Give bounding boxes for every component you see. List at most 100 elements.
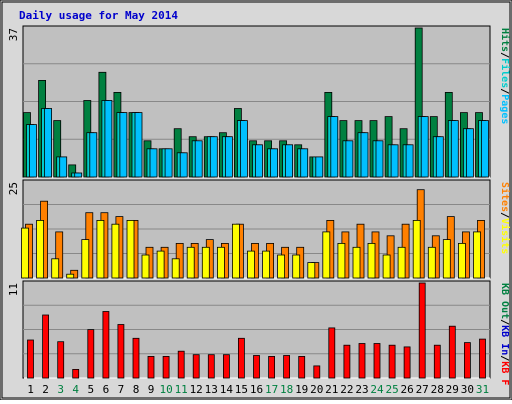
bar-kb-f-3 <box>57 341 65 379</box>
legend-separator: / <box>499 52 510 58</box>
x-tick-label: 10 <box>159 383 172 396</box>
bar-visits-7 <box>111 223 120 279</box>
bar-pages-23 <box>360 132 369 178</box>
bar-pages-11 <box>179 152 188 178</box>
x-tick-label: 13 <box>205 383 218 396</box>
bar-visits-20 <box>307 262 316 279</box>
x-tick-label: 11 <box>175 383 188 396</box>
bar-kb-f-10 <box>162 355 170 379</box>
bar-kb-f-7 <box>117 324 125 379</box>
x-tick-label: 24 <box>370 383 384 396</box>
bar-visits-14 <box>216 246 225 279</box>
legend-separator: / <box>499 319 510 325</box>
bar-pages-4 <box>74 172 83 178</box>
bar-pages-16 <box>255 144 263 178</box>
bar-visits-10 <box>156 250 165 279</box>
bar-visits-30 <box>457 242 466 279</box>
bar-kb-f-11 <box>177 350 185 379</box>
legend: Hits/Files/Pages <box>499 28 511 124</box>
bar-pages-15 <box>239 120 248 178</box>
bar-visits-4 <box>66 273 75 279</box>
x-tick-label: 3 <box>57 383 64 396</box>
chart-panel-3: 11 KB Out/KB In/KB F <box>7 280 510 385</box>
legend-entry: KB In <box>499 325 510 355</box>
bar-kb-f-12 <box>192 354 200 379</box>
x-tick-label: 23 <box>355 383 368 396</box>
chart-panel-2: 25 Sites/Visits <box>7 179 511 279</box>
legend-separator: / <box>499 88 510 94</box>
bar-visits-27 <box>412 219 421 279</box>
legend-entry: Sites <box>499 182 511 212</box>
x-tick-label: 21 <box>325 383 338 396</box>
x-tick-label: 6 <box>103 383 110 396</box>
bar-visits-19 <box>292 254 301 279</box>
bar-kb-f-30 <box>463 342 471 379</box>
bar-pages-7 <box>119 112 128 178</box>
legend-entry: Hits <box>499 28 511 52</box>
x-tick-label: 19 <box>295 383 308 396</box>
legend-entry: Files <box>499 58 511 88</box>
bar-visits-31 <box>473 231 481 279</box>
bar-pages-14 <box>224 136 233 178</box>
x-tick-label: 8 <box>133 383 140 396</box>
x-tick-label: 27 <box>416 383 429 396</box>
x-tick-label: 7 <box>118 383 125 396</box>
bar-kb-f-15 <box>237 337 245 379</box>
bar-pages-22 <box>345 140 354 178</box>
legend-entry: KB Out <box>499 283 510 319</box>
x-tick-label: 17 <box>265 383 278 396</box>
bar-visits-18 <box>277 254 286 279</box>
legend: Sites/Visits <box>499 182 511 254</box>
bar-pages-10 <box>164 148 173 178</box>
x-tick-label: 29 <box>446 383 459 396</box>
x-tick-label: 25 <box>385 383 398 396</box>
bar-visits-5 <box>81 239 90 279</box>
bar-pages-9 <box>149 148 158 178</box>
bar-kb-f-27 <box>418 282 426 379</box>
bar-pages-19 <box>300 148 309 178</box>
bar-pages-30 <box>465 128 474 178</box>
x-tick-label: 30 <box>461 383 474 396</box>
bar-pages-20 <box>315 156 324 178</box>
bar-pages-17 <box>270 148 279 178</box>
chart-title: Daily usage for May 2014 <box>19 9 178 22</box>
bar-pages-21 <box>330 116 339 178</box>
bar-pages-26 <box>405 144 414 178</box>
bar-kb-f-14 <box>222 354 230 379</box>
bar-visits-13 <box>201 246 210 279</box>
bar-pages-3 <box>59 156 68 178</box>
bar-pages-31 <box>481 120 489 178</box>
bar-kb-f-28 <box>433 344 441 379</box>
bar-visits-29 <box>442 239 451 279</box>
bar-pages-6 <box>104 100 113 178</box>
bar-pages-25 <box>390 144 399 178</box>
y-max-label: 25 <box>7 182 20 195</box>
bar-kb-f-19 <box>298 355 306 379</box>
bar-pages-1 <box>29 124 37 178</box>
bar-pages-24 <box>375 140 384 178</box>
bar-pages-18 <box>285 144 294 178</box>
bar-visits-23 <box>352 246 361 279</box>
bar-kb-f-26 <box>403 346 411 379</box>
bar-pages-5 <box>89 132 98 178</box>
bar-visits-1 <box>21 227 29 279</box>
bar-kb-f-25 <box>388 344 396 379</box>
x-tick-label: 14 <box>220 383 234 396</box>
x-tick-label: 16 <box>250 383 263 396</box>
bar-visits-26 <box>397 246 406 279</box>
legend: KB Out/KB In/KB F <box>499 283 510 385</box>
bar-pages-2 <box>44 108 52 178</box>
bar-visits-24 <box>367 242 376 279</box>
bar-pages-13 <box>209 136 218 178</box>
legend-entry: Pages <box>499 94 510 124</box>
bar-visits-25 <box>382 254 391 279</box>
bar-kb-f-31 <box>479 338 486 379</box>
x-tick-label: 26 <box>400 383 413 396</box>
legend-entry: Visits <box>499 218 511 254</box>
bar-pages-28 <box>435 136 444 178</box>
bar-kb-f-22 <box>343 344 351 379</box>
bar-pages-8 <box>134 112 143 178</box>
bar-kb-f-2 <box>42 314 49 379</box>
